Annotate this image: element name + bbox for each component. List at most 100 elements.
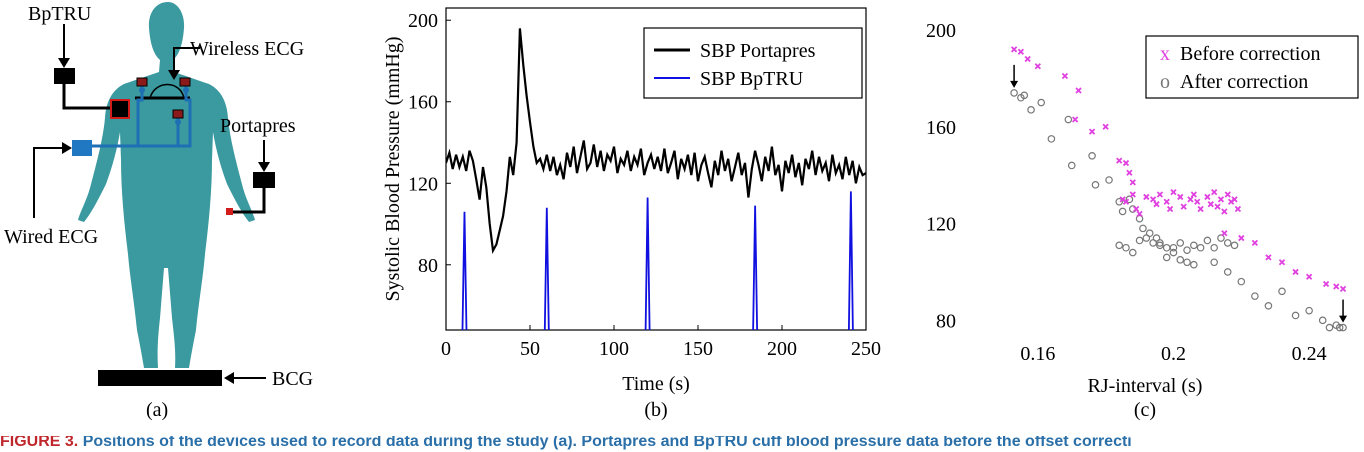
before-correction-point: [1122, 198, 1130, 205]
x-tick-label: 150: [683, 338, 713, 360]
figure-caption: FIGURE 3. Positions of the devices used …: [0, 436, 1364, 452]
bptru-spike: [543, 207, 550, 331]
after-correction-point: [1196, 243, 1205, 252]
x-tick-label: 100: [599, 338, 629, 360]
label-wireless-ecg: Wireless ECG: [190, 38, 304, 60]
before-correction-point: [1102, 123, 1109, 130]
before-correction-point: [1017, 48, 1025, 55]
after-correction-point: [1067, 161, 1076, 170]
before-correction-point: [1333, 283, 1340, 290]
before-correction-point: [1339, 285, 1347, 293]
after-correction-point: [1169, 248, 1178, 257]
bptru-spike: [461, 211, 468, 331]
before-correction-point: [1305, 273, 1313, 280]
before-correction-point: [1251, 239, 1259, 247]
node: [183, 87, 189, 93]
y-tick-label: 160: [926, 117, 956, 139]
portapres-device: [253, 172, 275, 188]
bptru-device: [54, 68, 75, 84]
before-correction-point: [1265, 254, 1272, 261]
after-correction-point: [1190, 241, 1198, 250]
wired-ecg-arrow-head: [62, 142, 72, 154]
panel-b-chart: 0 50 100 150 200 250 80 120 160 200 Time (s) Systol…: [382, 7, 881, 421]
after-correction-point: [1064, 115, 1073, 124]
after-correction-point: [1176, 256, 1185, 264]
after-correction-point: [1142, 234, 1151, 242]
x-axis-label: RJ-interval (s): [1088, 375, 1203, 397]
wireless-ecg-arrow-head: [168, 70, 180, 80]
after-correction-point: [1223, 239, 1232, 247]
annotation-arrow-end-head: [1339, 315, 1348, 323]
electrode-lower: [172, 109, 184, 119]
bptru-spike: [847, 191, 854, 331]
bptru-cuff: [110, 99, 130, 119]
before-correction-point: [1214, 203, 1221, 210]
y-tick-label: 80: [936, 310, 956, 332]
before-correction-point: [1024, 55, 1031, 63]
before-correction-point: [1204, 193, 1211, 201]
before-correction-point: [1122, 159, 1130, 167]
caption-prefix: FIGURE 3.: [0, 436, 79, 450]
after-correction-point: [1020, 91, 1029, 100]
node: [139, 87, 145, 93]
portapres-finger-wire: [232, 188, 266, 214]
x-tick-label: 200: [767, 338, 797, 360]
electrode-left: [136, 77, 148, 87]
after-correction-point: [1115, 197, 1124, 206]
after-correction-point: [1318, 316, 1327, 325]
after-correction-point: [1128, 248, 1137, 257]
y-tick-label: 200: [408, 10, 438, 32]
legend-label-bptru: SBP BpTRU: [700, 68, 804, 90]
before-correction-point: [1180, 203, 1187, 210]
panel-c-chart: 0.16 0.2 0.24 80 120 160 200 RJ-interval (s)(c)…: [926, 20, 1359, 421]
before-correction-point: [1010, 46, 1018, 53]
before-correction-point: [1221, 230, 1228, 237]
after-correction-point: [1335, 323, 1344, 332]
wireless-ecg-arrow-line: [173, 47, 200, 74]
bptru-cuff-wire: [62, 82, 118, 110]
after-correction-point: [1047, 135, 1056, 143]
series-sbp-portapres-line: [446, 28, 866, 254]
ecg-wire-right: [138, 86, 192, 148]
before-correction-point: [1061, 72, 1069, 80]
electrode-right: [179, 77, 191, 87]
before-correction-point: [1088, 128, 1096, 135]
before-correction-point: [1136, 210, 1143, 218]
after-correction-point: [1325, 323, 1334, 332]
legend-label-after: After correction: [1180, 71, 1308, 93]
wired-ecg-arrow-line: [33, 147, 66, 218]
label-portapres: Portapres: [220, 115, 296, 137]
after-correction-point: [1162, 243, 1171, 252]
x-tick-label: 0.16: [1020, 343, 1055, 365]
after-correction-point: [1118, 207, 1127, 216]
after-correction-point: [1183, 258, 1191, 267]
before-correction-point: [1207, 201, 1214, 208]
y-tick-label: 120: [408, 173, 438, 195]
before-correction-point: [1224, 191, 1231, 198]
x-axis-label: Time (s): [622, 373, 690, 395]
after-correction-point: [1210, 243, 1218, 252]
before-correction-point: [1116, 157, 1123, 164]
after-correction-point: [1278, 287, 1286, 296]
before-correction-point: [1217, 196, 1225, 203]
y-tick-label: 120: [926, 214, 956, 236]
y-tick-label: 200: [926, 20, 956, 42]
caption-text: Positions of the devices used to record …: [82, 436, 1132, 450]
before-correction-point: [1163, 198, 1170, 205]
after-correction-point: [1162, 253, 1171, 262]
after-correction-point: [1091, 181, 1100, 189]
ecg-wire-left: [92, 86, 144, 148]
before-correction-point: [1156, 191, 1164, 198]
before-correction-point: [1170, 188, 1177, 196]
after-correction-point: [1149, 239, 1157, 247]
after-correction-point: [1305, 306, 1313, 315]
legend-marker-after: o: [1160, 71, 1170, 93]
node: [175, 119, 181, 125]
x-tick-label: 0: [441, 338, 451, 360]
x-tick-label: 0.2: [1161, 343, 1186, 365]
ecg-lead-curve: [149, 83, 185, 99]
after-correction-point: [1115, 241, 1124, 250]
legend-box: [643, 27, 863, 99]
after-correction-point: [1088, 152, 1096, 160]
